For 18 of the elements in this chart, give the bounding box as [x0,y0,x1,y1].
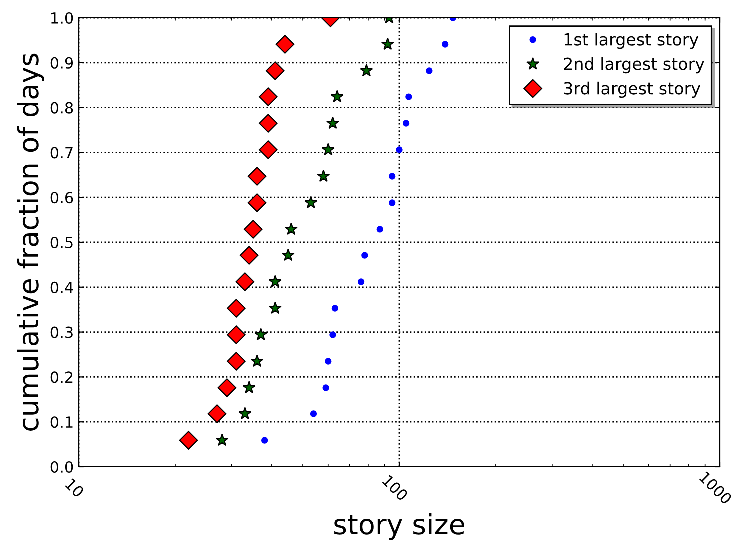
legend-label: 1st largest story [564,33,699,50]
x-axis-title: story size [334,513,464,540]
y-tick-label: 0.7 [50,147,73,159]
x-tick-label: 10 [64,478,85,498]
legend-label: 3rd largest story [564,82,701,98]
y-tick-label: 0.5 [50,236,73,249]
y-tick-label: 0.8 [50,102,74,114]
y-tick-label: 0.3 [50,326,73,338]
y-tick-label: 1.0 [52,12,74,24]
x-tick-label: 100 [382,474,409,502]
y-tick-label: 0.0 [50,461,74,474]
y-tick-label: 0.6 [50,192,74,204]
y-tick-label: 0.1 [50,416,73,428]
y-tick-label: 0.9 [50,57,74,69]
y-tick-label: 0.2 [50,372,73,384]
y-tick-label: 0.4 [50,282,74,294]
y-axis-title: cumulative fraction of days [17,54,44,431]
legend-label: 2nd largest story [564,57,705,74]
